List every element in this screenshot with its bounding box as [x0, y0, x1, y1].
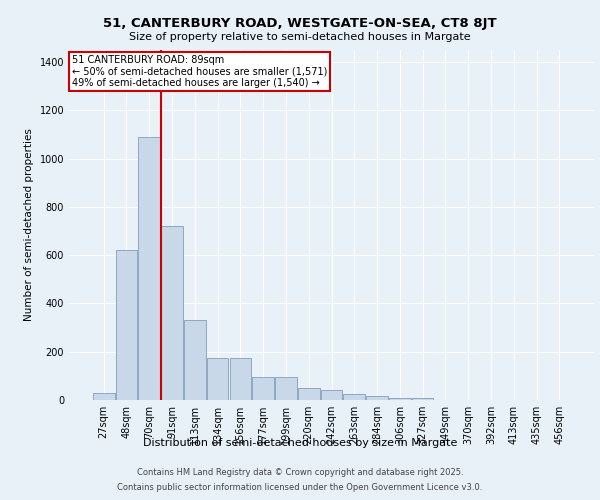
- Y-axis label: Number of semi-detached properties: Number of semi-detached properties: [24, 128, 34, 322]
- Bar: [230, 358, 251, 400]
- Bar: [253, 377, 274, 400]
- Bar: [207, 358, 229, 400]
- Bar: [93, 393, 115, 400]
- Text: Size of property relative to semi-detached houses in Margate: Size of property relative to semi-detach…: [129, 32, 471, 42]
- Text: 51, CANTERBURY ROAD, WESTGATE-ON-SEA, CT8 8JT: 51, CANTERBURY ROAD, WESTGATE-ON-SEA, CT…: [103, 18, 497, 30]
- Bar: [320, 390, 343, 400]
- Text: 51 CANTERBURY ROAD: 89sqm
← 50% of semi-detached houses are smaller (1,571)
49% : 51 CANTERBURY ROAD: 89sqm ← 50% of semi-…: [71, 56, 327, 88]
- Bar: [366, 396, 388, 400]
- Bar: [139, 137, 160, 400]
- Bar: [298, 388, 320, 400]
- Bar: [161, 226, 183, 400]
- Text: Distribution of semi-detached houses by size in Margate: Distribution of semi-detached houses by …: [143, 438, 457, 448]
- Text: Contains public sector information licensed under the Open Government Licence v3: Contains public sector information licen…: [118, 483, 482, 492]
- Bar: [412, 398, 433, 400]
- Bar: [389, 398, 410, 400]
- Bar: [184, 320, 206, 400]
- Bar: [343, 394, 365, 400]
- Bar: [275, 377, 297, 400]
- Text: Contains HM Land Registry data © Crown copyright and database right 2025.: Contains HM Land Registry data © Crown c…: [137, 468, 463, 477]
- Bar: [116, 250, 137, 400]
